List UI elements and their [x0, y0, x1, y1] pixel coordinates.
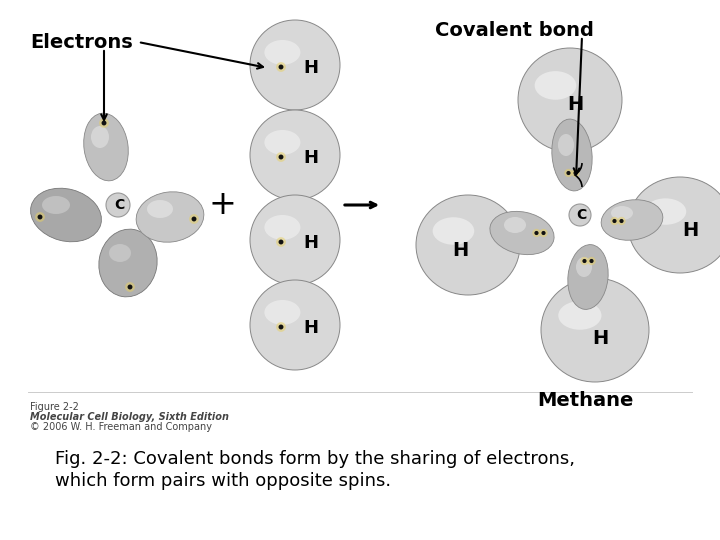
Circle shape [539, 229, 548, 237]
Circle shape [189, 214, 199, 224]
Ellipse shape [147, 200, 173, 218]
Text: which form pairs with opposite spins.: which form pairs with opposite spins. [55, 472, 391, 490]
Ellipse shape [250, 195, 340, 285]
Text: Methane: Methane [537, 390, 633, 409]
Circle shape [541, 231, 546, 235]
Circle shape [582, 259, 587, 263]
Text: H: H [304, 59, 318, 77]
Ellipse shape [628, 177, 720, 273]
Ellipse shape [250, 280, 340, 370]
Ellipse shape [541, 278, 649, 382]
Circle shape [619, 219, 624, 223]
Text: Figure 2-2: Figure 2-2 [30, 402, 79, 412]
Text: H: H [682, 220, 698, 240]
Circle shape [35, 212, 45, 222]
Circle shape [617, 217, 626, 225]
Ellipse shape [518, 48, 622, 152]
Circle shape [532, 229, 541, 237]
Ellipse shape [30, 188, 102, 242]
Circle shape [613, 219, 616, 223]
Text: H: H [304, 234, 318, 252]
Text: H: H [567, 96, 583, 114]
Text: H: H [452, 240, 468, 260]
Circle shape [192, 217, 197, 221]
Ellipse shape [568, 245, 608, 309]
Ellipse shape [42, 196, 70, 214]
Text: Covalent bond: Covalent bond [435, 21, 594, 39]
Circle shape [567, 171, 570, 175]
Ellipse shape [535, 71, 576, 100]
Text: C: C [114, 198, 124, 212]
Ellipse shape [611, 206, 633, 220]
Ellipse shape [416, 195, 520, 295]
Circle shape [573, 171, 577, 175]
Circle shape [127, 285, 132, 289]
Ellipse shape [84, 113, 128, 181]
Circle shape [588, 257, 595, 265]
Circle shape [534, 231, 539, 235]
Circle shape [276, 322, 286, 332]
Ellipse shape [109, 244, 131, 262]
Text: C: C [576, 208, 586, 222]
Ellipse shape [264, 130, 300, 155]
Text: H: H [304, 319, 318, 337]
Circle shape [564, 169, 572, 177]
Circle shape [102, 120, 107, 125]
Circle shape [572, 169, 580, 177]
Circle shape [611, 217, 618, 225]
Ellipse shape [250, 110, 340, 200]
Ellipse shape [490, 211, 554, 255]
Circle shape [279, 154, 284, 159]
Ellipse shape [558, 301, 601, 330]
Text: Fig. 2-2: Covalent bonds form by the sharing of electrons,: Fig. 2-2: Covalent bonds form by the sha… [55, 450, 575, 468]
Ellipse shape [99, 229, 157, 297]
Ellipse shape [644, 198, 686, 225]
Circle shape [279, 325, 284, 329]
Circle shape [569, 204, 591, 226]
Ellipse shape [576, 257, 592, 277]
Text: H: H [592, 328, 608, 348]
Ellipse shape [136, 192, 204, 242]
Circle shape [279, 240, 284, 245]
Text: © 2006 W. H. Freeman and Company: © 2006 W. H. Freeman and Company [30, 422, 212, 432]
Ellipse shape [264, 300, 300, 325]
Circle shape [37, 214, 42, 219]
Ellipse shape [558, 134, 574, 156]
Ellipse shape [250, 20, 340, 110]
Ellipse shape [552, 119, 592, 191]
Circle shape [276, 62, 286, 72]
Text: Electrons: Electrons [30, 32, 132, 51]
Ellipse shape [504, 217, 526, 233]
Circle shape [106, 193, 130, 217]
Text: H: H [304, 149, 318, 167]
Text: +: + [208, 188, 236, 221]
Ellipse shape [433, 217, 474, 245]
Circle shape [125, 282, 135, 292]
Circle shape [99, 118, 109, 128]
Ellipse shape [601, 200, 663, 240]
Ellipse shape [264, 215, 300, 240]
Circle shape [276, 237, 286, 247]
Ellipse shape [264, 40, 300, 65]
Circle shape [279, 65, 284, 70]
Text: Molecular Cell Biology, Sixth Edition: Molecular Cell Biology, Sixth Edition [30, 412, 229, 422]
Circle shape [590, 259, 593, 263]
Ellipse shape [91, 126, 109, 148]
Circle shape [580, 257, 589, 265]
Circle shape [276, 152, 286, 162]
